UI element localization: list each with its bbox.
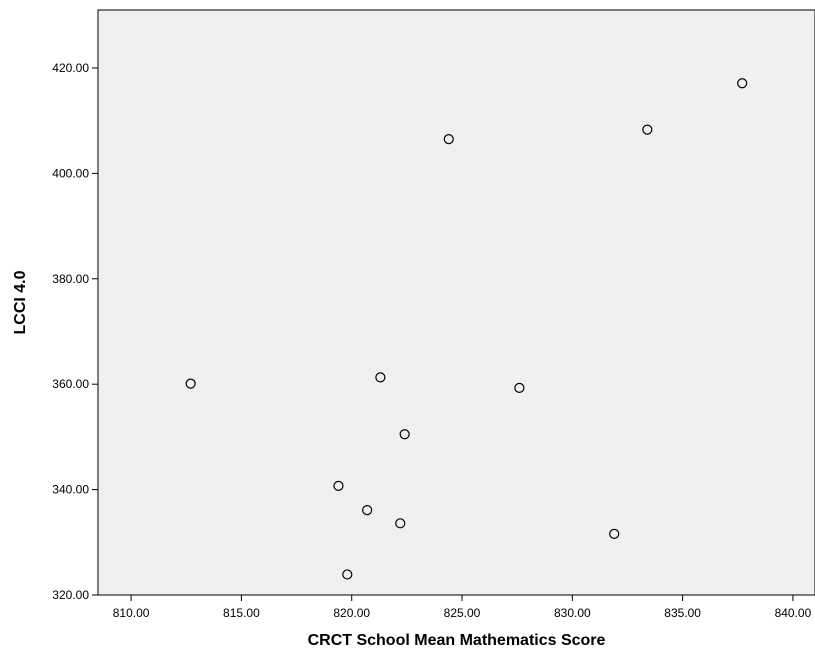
y-axis-ticks: 320.00 340.00 360.00 380.00 400.00 420.00 [52, 61, 98, 602]
x-tick-label: 825.00 [444, 606, 481, 620]
data-points [185, 78, 748, 580]
y-tick-label: 360.00 [52, 377, 89, 391]
data-point [342, 569, 353, 580]
y-tick-label: 320.00 [52, 588, 89, 602]
data-point [375, 372, 386, 383]
y-axis-title: LCCI 4.0 [12, 270, 29, 334]
y-tick-label: 420.00 [52, 61, 89, 75]
x-axis-ticks: 810.00 815.00 820.00 825.00 830.00 835.00 840.… [113, 595, 812, 620]
x-tick-label: 830.00 [554, 606, 591, 620]
data-point [185, 378, 196, 389]
data-point [395, 518, 406, 529]
y-tick-label: 380.00 [52, 272, 89, 286]
plot-area [97, 9, 815, 596]
data-point [737, 78, 748, 89]
x-axis-title: CRCT School Mean Mathematics Score [308, 632, 606, 649]
x-tick-label: 840.00 [775, 606, 812, 620]
x-tick-label: 815.00 [223, 606, 260, 620]
data-point [399, 429, 410, 440]
data-point [609, 528, 620, 539]
y-tick-label: 400.00 [52, 166, 89, 180]
x-tick-label: 810.00 [113, 606, 150, 620]
data-point [443, 134, 454, 145]
x-tick-label: 820.00 [333, 606, 370, 620]
y-tick-label: 340.00 [52, 483, 89, 497]
data-point [514, 382, 525, 393]
x-tick-label: 835.00 [664, 606, 701, 620]
data-point [642, 124, 653, 135]
data-point [362, 505, 373, 516]
data-point [333, 480, 344, 492]
